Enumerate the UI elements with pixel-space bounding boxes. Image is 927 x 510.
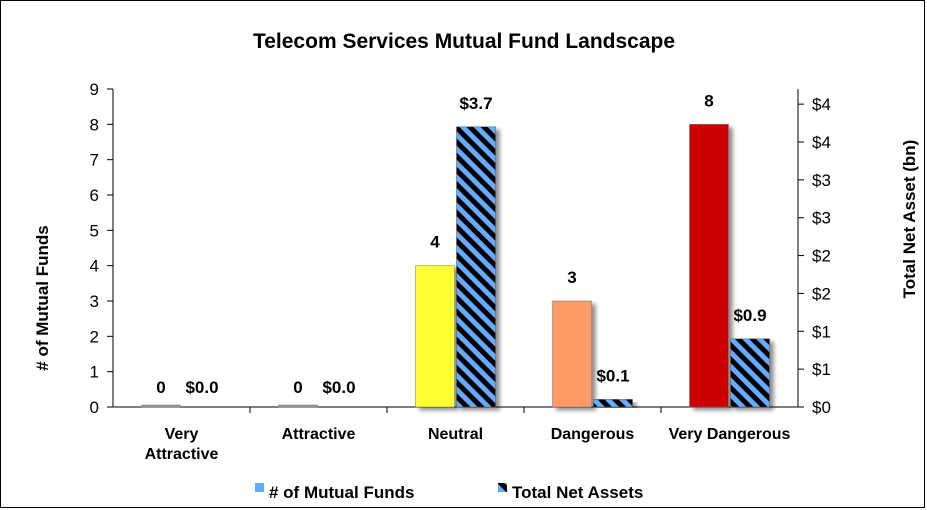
y-left-tick-label: 2 bbox=[90, 327, 99, 346]
y-left-tick-label: 8 bbox=[90, 115, 99, 134]
y-axis-right-title: Total Net Asset (bn) bbox=[900, 140, 919, 299]
data-label-funds: 0 bbox=[293, 378, 302, 397]
x-category-label: Dangerous bbox=[551, 426, 635, 443]
bar-funds bbox=[415, 265, 455, 408]
data-label-funds: 8 bbox=[704, 91, 713, 110]
data-label-assets: $3.7 bbox=[459, 94, 492, 113]
data-labels: 0 $0.0 0 $0.0 4 $3.7 3 $0.1 8 $0.9 bbox=[156, 91, 766, 397]
y-left-tick-label: 1 bbox=[90, 363, 99, 382]
legend-swatch-assets bbox=[498, 483, 507, 492]
bar-funds bbox=[552, 300, 592, 408]
chart-title: Telecom Services Mutual Fund Landscape bbox=[253, 30, 675, 53]
y-left-tick-label: 7 bbox=[90, 151, 99, 170]
bar-funds bbox=[278, 404, 318, 408]
bars bbox=[141, 124, 770, 408]
y-right-tick-label: $2 bbox=[812, 247, 831, 266]
y-left-tick-label: 4 bbox=[90, 257, 99, 276]
y-left-tick-label: 9 bbox=[90, 80, 99, 99]
data-label-assets: $0.0 bbox=[322, 378, 355, 397]
bar-funds bbox=[689, 124, 729, 408]
y-left-tick-label: 3 bbox=[90, 292, 99, 311]
x-category-label: Attractive bbox=[282, 426, 356, 443]
y-left-tick-label: 6 bbox=[90, 186, 99, 205]
data-label-funds: 0 bbox=[156, 378, 165, 397]
bar-assets bbox=[593, 399, 633, 408]
y-left-tick-label: 5 bbox=[90, 221, 99, 240]
data-label-assets: $0.0 bbox=[185, 378, 218, 397]
y-axis-left-title: # of Mutual Funds bbox=[33, 225, 52, 370]
bar-funds bbox=[141, 404, 181, 408]
y-right-tick-label: $3 bbox=[812, 171, 831, 190]
y-right-tick-label: $2 bbox=[812, 284, 831, 303]
y-right-tick-label: $1 bbox=[812, 360, 831, 379]
legend-swatch-funds bbox=[255, 483, 264, 492]
legend: # of Mutual Funds Total Net Assets bbox=[255, 483, 643, 502]
data-label-funds: 4 bbox=[430, 233, 440, 252]
bar-assets bbox=[730, 338, 770, 408]
data-label-assets: $0.9 bbox=[733, 306, 766, 325]
x-category-label: Very Dangerous bbox=[669, 426, 791, 443]
y-left-tick-label: 0 bbox=[90, 398, 99, 417]
y-right-tick-label: $0 bbox=[812, 398, 831, 417]
y-right-tick-label: $4 bbox=[812, 133, 831, 152]
legend-label-assets: Total Net Assets bbox=[512, 483, 643, 502]
axes: 0 1 2 3 4 5 6 7 8 9 $0 $1 $1 $2 $2 $3 $3 $4 $4 Very Attracti… bbox=[90, 80, 831, 463]
bar-assets bbox=[456, 126, 496, 408]
y-right-tick-label: $3 bbox=[812, 209, 831, 228]
x-category-label: Very bbox=[165, 426, 199, 443]
y-right-tick-label: $1 bbox=[812, 322, 831, 341]
data-label-funds: 3 bbox=[567, 268, 576, 287]
data-label-assets: $0.1 bbox=[596, 366, 629, 385]
x-category-label: Neutral bbox=[428, 426, 483, 443]
y-right-tick-label: $4 bbox=[812, 95, 831, 114]
x-category-label: Attractive bbox=[145, 446, 219, 463]
legend-label-funds: # of Mutual Funds bbox=[269, 483, 414, 502]
